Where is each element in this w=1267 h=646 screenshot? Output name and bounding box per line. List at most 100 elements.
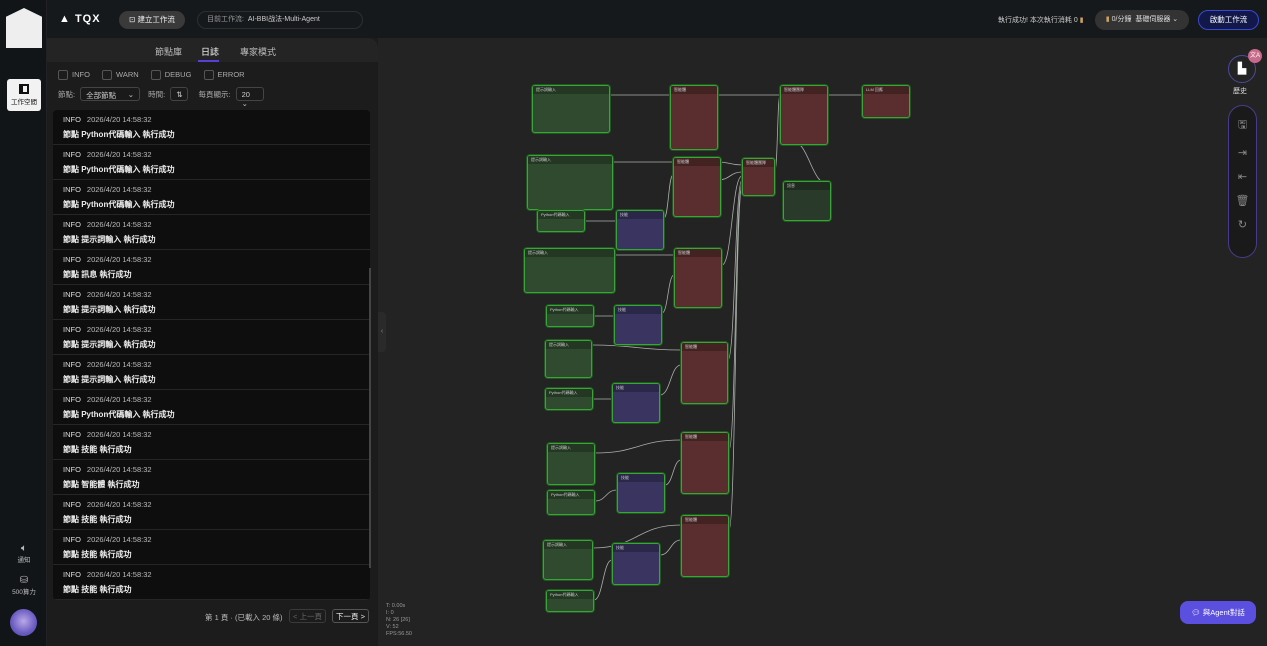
node-title: 技能 [613,384,659,392]
node-title: 智能體團隊 [743,159,774,167]
export-icon[interactable]: ⇥ [1237,147,1248,159]
bar-chart-icon: ▙ [1237,63,1247,75]
sidebar-item-compute[interactable]: ⛁ 500算力 [2,575,46,596]
log-item: INFO 2026/4/20 14:58:32 節點 Python代碼輸入 執行成功 [53,110,370,145]
log-message: 節點 技能 執行成功 [63,585,132,594]
filter-info[interactable]: INFO [58,70,90,81]
filter-debug[interactable]: DEBUG [150,70,191,81]
server-select[interactable]: ▮ 0/分鐘 基礎伺服器 ⌄ [1095,10,1189,30]
log-level: INFO [63,430,81,439]
collapse-panel-handle[interactable]: ‹ [378,312,386,352]
sidebar-item-workspace[interactable]: 工作空間 [7,79,41,111]
prev-page-button[interactable]: < 上一頁 [289,609,326,623]
prompt-node[interactable]: 提示詞輸入 [543,540,593,580]
filter-error[interactable]: ERROR [203,70,245,81]
canvas-stats: T: 0.00s I: 0 N: 26 [26] V: 52 FPS:56.50 [386,603,412,637]
log-item: INFO 2026/4/20 14:58:32 節點 技能 執行成功 [53,425,370,460]
skill-node[interactable]: 技能 [616,210,664,250]
panel-tabs: 節點庫 日誌 專家模式 [47,38,378,62]
skill-node[interactable]: 技能 [612,543,660,585]
launch-workflow-button[interactable]: 啟動工作流 [1198,10,1259,30]
create-workflow-button[interactable]: ⊡ 建立工作流 [119,11,185,29]
log-scrollbar[interactable] [369,268,371,568]
agent-node[interactable]: 智能體 [681,515,729,577]
import-icon[interactable]: ⇤ [1237,171,1248,183]
node-select[interactable]: 全部節點 ⌄ [80,87,141,101]
log-level: INFO [63,570,81,579]
skill-node[interactable]: 技能 [614,305,662,345]
tab-node-library[interactable]: 節點庫 [155,47,183,57]
agent-node[interactable]: 智能體 [674,248,722,308]
translate-icon[interactable]: 文A [1248,49,1262,63]
prompt-node[interactable]: 提示詞輸入 [527,155,613,210]
canvas-toolbar: 🖫︎ ⇥ ⇤ 🗑︎ ↻ [1228,105,1257,258]
log-item: INFO 2026/4/20 14:58:32 節點 智能體 執行成功 [53,460,370,495]
team-node[interactable]: 智能體團隊 [742,158,775,196]
log-time: 2026/4/20 14:58:32 [86,115,152,124]
filter-warn[interactable]: WARN [102,70,139,81]
node-title: 智能體團隊 [781,86,827,94]
node-title: 提示詞輸入 [544,541,592,549]
log-message: 節點 技能 執行成功 [63,445,132,454]
edge [661,274,675,314]
run-status: 執行成功! 本次執行消耗 0 ▮ [998,17,1084,24]
team-node[interactable]: 智能體團隊 [780,85,828,145]
agent-node[interactable]: 智能體 [681,342,728,404]
edge [728,183,743,451]
log-level: INFO [63,325,81,334]
agent-node[interactable]: 智能體 [681,432,729,494]
prompt-node[interactable]: 提示詞輸入 [532,85,610,133]
database-icon: ⛁ [19,575,29,586]
time-sort-button[interactable]: ⇅ [170,87,189,101]
node-title: 智能體 [682,433,728,441]
node-title: Python代碼輸入 [546,389,592,397]
avatar[interactable] [10,609,37,636]
log-level: INFO [63,115,81,124]
python-node[interactable]: Python代碼輸入 [545,388,593,410]
page-size-select[interactable]: 20 ⌄ [235,87,264,108]
save-icon[interactable]: 🖫︎ [1237,119,1248,131]
edge [721,175,743,266]
chat-with-agent-button[interactable]: 💬︎ 與Agent對話 [1180,601,1256,624]
log-level: INFO [63,150,81,159]
python-node[interactable]: Python代碼輸入 [546,590,594,612]
log-level: INFO [63,185,81,194]
python-node[interactable]: Python代碼輸入 [546,305,594,327]
skill-node[interactable]: 技能 [612,383,660,423]
llm-node[interactable]: LLM 回應 [862,85,910,118]
node-title: Python代碼輸入 [547,591,593,599]
edge [594,439,682,454]
sidebar-item-notify[interactable]: 🔈︎ 通知 [4,543,44,564]
python-node[interactable]: Python代碼輸入 [547,490,595,515]
refresh-icon[interactable]: ↻ [1237,219,1248,231]
log-panel: 節點庫 日誌 專家模式 INFO WARN DEBUG ERROR 節點: 全部… [47,38,386,646]
tab-logs[interactable]: 日誌 [201,47,220,57]
prompt-node[interactable]: 提示詞輸入 [545,340,592,378]
log-time: 2026/4/20 14:58:32 [86,360,152,369]
agent-node[interactable]: 智能體 [670,85,718,150]
edge [592,524,682,549]
node-title: 提示詞輸入 [548,444,594,452]
python-node[interactable]: Python代碼輸入 [537,210,585,232]
log-time: 2026/4/20 14:58:32 [86,500,152,509]
next-page-button[interactable]: 下一頁 > [332,609,369,623]
trash-icon[interactable]: 🗑︎ [1235,195,1250,207]
log-message: 節點 提示詞輸入 執行成功 [63,375,156,384]
log-time: 2026/4/20 14:58:32 [86,150,152,159]
prompt-node[interactable]: 提示詞輸入 [547,443,595,485]
tab-expert-mode[interactable]: 專家模式 [240,47,277,57]
node-title: 智能體 [674,158,720,166]
prompt-node[interactable]: 提示詞輸入 [524,248,615,293]
history-button[interactable]: ▙ [1228,55,1256,83]
log-time: 2026/4/20 14:58:32 [86,395,152,404]
log-item: INFO 2026/4/20 14:58:32 節點 技能 執行成功 [53,565,370,600]
agent-node[interactable]: 智能體 [673,157,721,217]
skill-node[interactable]: 技能 [617,473,665,513]
log-item: INFO 2026/4/20 14:58:32 節點 Python代碼輸入 執行成功 [53,390,370,425]
node-title: 智能體 [675,249,721,257]
log-item: INFO 2026/4/20 14:58:32 節點 技能 執行成功 [53,495,370,530]
speaker-icon: 🔈︎ [21,543,27,554]
log-time: 2026/4/20 14:58:32 [86,185,152,194]
message-node[interactable]: 訊息 [783,181,831,221]
log-message: 節點 提示詞輸入 執行成功 [63,340,156,349]
